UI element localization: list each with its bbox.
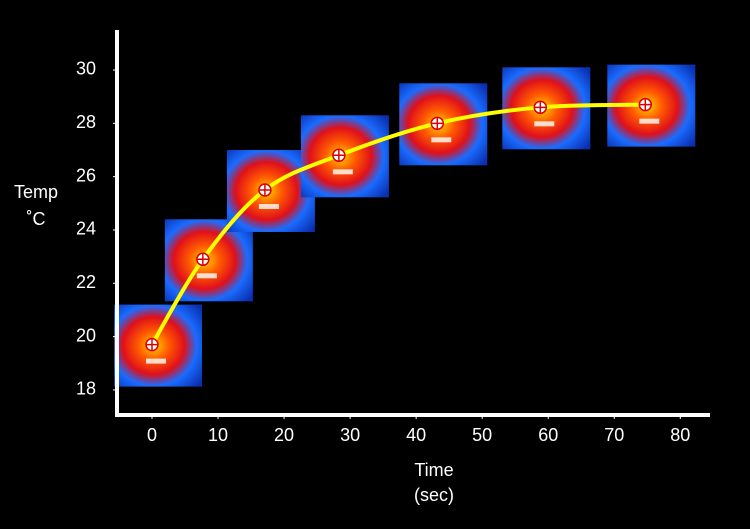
thermal-label (258, 203, 279, 209)
y-label: ˚C (27, 209, 46, 229)
x-label: Time (414, 460, 453, 480)
thermal-label (145, 358, 166, 364)
x-tick-label: 80 (670, 425, 690, 445)
thermal-images (113, 64, 696, 387)
thermal-label (196, 273, 217, 279)
thermal-label (431, 137, 452, 143)
data-point (332, 148, 346, 163)
x-tick-label: 40 (406, 425, 426, 445)
point-cross (639, 98, 652, 111)
data-point (145, 337, 159, 352)
point-cross (431, 117, 444, 130)
thermal-label (534, 121, 555, 127)
x-label: (sec) (414, 485, 454, 505)
point-cross (196, 253, 209, 266)
point-cross (332, 149, 345, 162)
y-tick-label: 26 (76, 165, 96, 185)
data-point (430, 116, 445, 131)
x-tick-label: 0 (147, 425, 157, 445)
x-tick-label: 20 (274, 425, 294, 445)
x-tick-label: 30 (340, 425, 360, 445)
y-tick-label: 24 (76, 219, 96, 239)
x-tick-label: 10 (208, 425, 228, 445)
y-tick-label: 28 (76, 112, 96, 132)
point-cross (145, 338, 158, 351)
y-label: Temp (14, 182, 58, 202)
x-tick-label: 50 (472, 425, 492, 445)
data-point (533, 100, 548, 115)
y-tick-label: 18 (76, 379, 96, 399)
y-tick-label: 22 (76, 272, 96, 292)
x-tick-label: 60 (538, 425, 558, 445)
point-cross (534, 101, 547, 114)
point-cross (258, 183, 271, 196)
x-tick-label: 70 (604, 425, 624, 445)
thermal-label (332, 169, 353, 175)
y-tick-label: 30 (76, 59, 96, 79)
thermal-label (639, 118, 660, 124)
data-point (258, 183, 272, 197)
y-tick-label: 20 (76, 325, 96, 345)
data-point (638, 97, 653, 112)
data-point (196, 252, 210, 267)
